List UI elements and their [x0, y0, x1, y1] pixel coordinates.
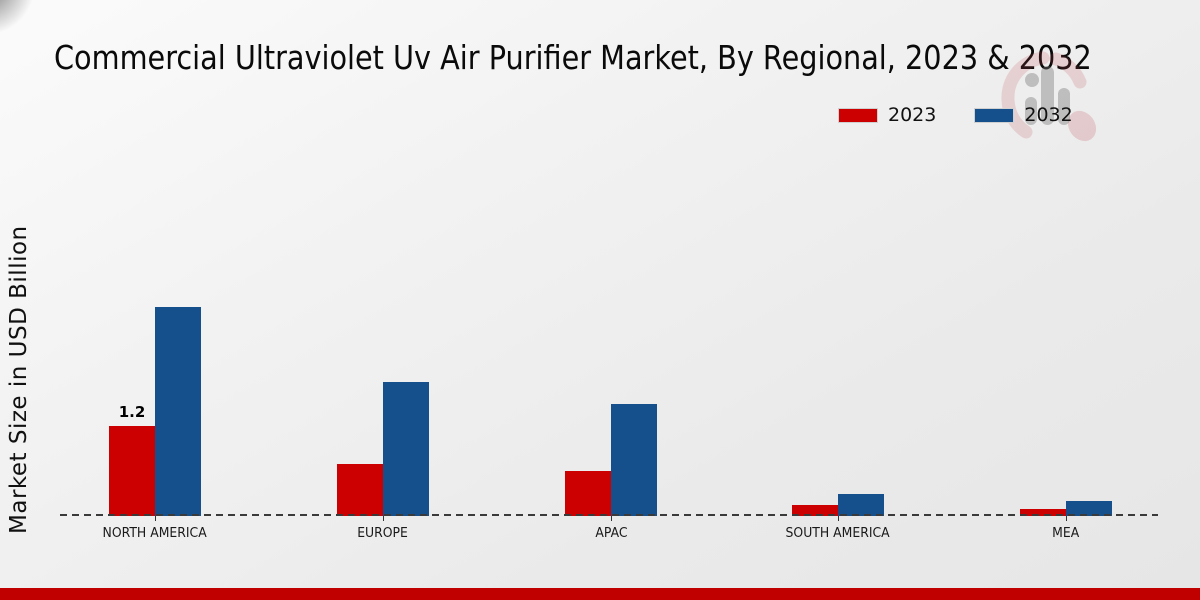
- x-axis-tick: [1066, 516, 1067, 521]
- x-axis-category-label: SOUTH AMERICA: [778, 524, 898, 542]
- bar-2023-apac: [565, 471, 611, 516]
- bar-2023-south-america: [792, 505, 838, 516]
- bar-2032-south-america: [838, 494, 884, 516]
- x-axis-category-text: MEA: [1052, 525, 1080, 541]
- bar-2032-north-america: [155, 307, 201, 516]
- x-axis-tick: [383, 516, 384, 521]
- x-axis-category-label: APAC: [551, 524, 671, 542]
- bar-value-label: 1.2: [118, 403, 146, 421]
- x-axis-category-text: APAC: [594, 525, 628, 541]
- x-axis-tick: [611, 516, 612, 521]
- x-axis-category-label: NORTH AMERICA: [95, 524, 215, 542]
- x-axis-category-text: NORTH AMERICA: [102, 525, 208, 541]
- bar-2023-north-america: [109, 426, 155, 516]
- chart-title-text: Commercial Ultraviolet Uv Air Purifier M…: [54, 38, 1092, 77]
- x-axis-category-text: EUROPE: [357, 525, 409, 541]
- bar-2023-mea: [1020, 509, 1066, 516]
- legend: 2023 2032: [838, 104, 1073, 126]
- footer-red-band: [0, 588, 1200, 600]
- x-axis-category-text: SOUTH AMERICA: [785, 525, 891, 541]
- bar-2032-apac: [611, 404, 657, 516]
- legend-swatch-2032: [974, 107, 1015, 123]
- bar-2023-europe: [337, 464, 383, 516]
- legend-label-2032: 2032: [1024, 104, 1073, 126]
- x-axis-tick: [155, 516, 156, 521]
- x-axis-baseline: [60, 514, 1158, 516]
- x-axis-tick: [838, 516, 839, 521]
- x-axis-category-label: MEA: [1006, 524, 1126, 542]
- chart-title: Commercial Ultraviolet Uv Air Purifier M…: [54, 38, 1200, 77]
- bar-2032-europe: [383, 382, 429, 516]
- bar-2032-mea: [1066, 501, 1112, 516]
- legend-label-2023: 2023: [888, 104, 937, 126]
- x-axis-category-label: EUROPE: [323, 524, 443, 542]
- legend-swatch-2023: [838, 107, 878, 123]
